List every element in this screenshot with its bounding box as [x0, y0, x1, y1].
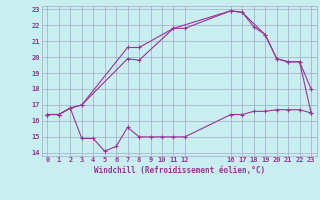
X-axis label: Windchill (Refroidissement éolien,°C): Windchill (Refroidissement éolien,°C): [94, 166, 265, 175]
